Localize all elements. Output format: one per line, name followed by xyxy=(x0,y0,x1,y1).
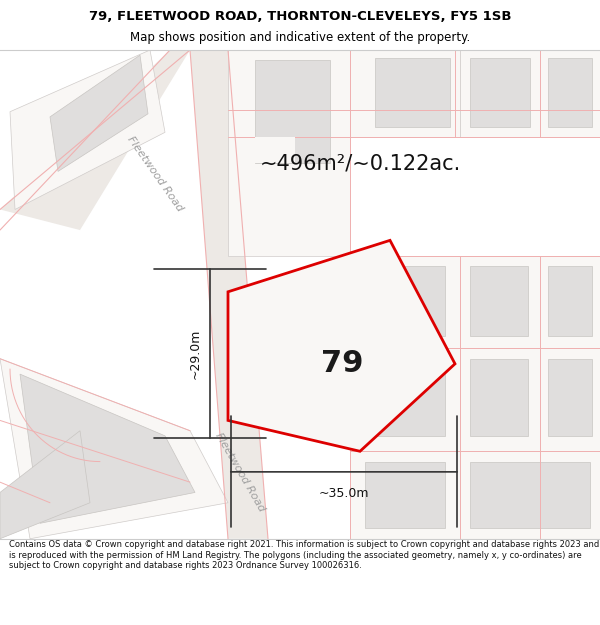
Polygon shape xyxy=(540,256,600,348)
Polygon shape xyxy=(0,431,90,539)
Polygon shape xyxy=(540,348,600,451)
Polygon shape xyxy=(228,241,455,451)
Polygon shape xyxy=(365,359,445,436)
Polygon shape xyxy=(350,256,460,348)
Polygon shape xyxy=(470,359,528,436)
Text: 79, FLEETWOOD ROAD, THORNTON-CLEVELEYS, FY5 1SB: 79, FLEETWOOD ROAD, THORNTON-CLEVELEYS, … xyxy=(89,10,511,23)
Polygon shape xyxy=(365,462,445,529)
Polygon shape xyxy=(50,55,148,171)
Text: Map shows position and indicative extent of the property.: Map shows position and indicative extent… xyxy=(130,31,470,44)
Polygon shape xyxy=(375,58,450,127)
Text: ~29.0m: ~29.0m xyxy=(189,328,202,379)
Polygon shape xyxy=(470,462,590,529)
Polygon shape xyxy=(350,451,460,539)
Polygon shape xyxy=(10,50,165,209)
Polygon shape xyxy=(255,138,295,163)
Polygon shape xyxy=(460,451,600,539)
Polygon shape xyxy=(470,266,528,336)
Polygon shape xyxy=(460,50,540,138)
Polygon shape xyxy=(255,60,330,163)
Polygon shape xyxy=(548,359,592,436)
Polygon shape xyxy=(350,50,460,138)
Polygon shape xyxy=(190,50,268,539)
Polygon shape xyxy=(0,50,190,230)
Polygon shape xyxy=(548,58,592,127)
Polygon shape xyxy=(460,348,540,451)
Text: ~496m²/~0.122ac.: ~496m²/~0.122ac. xyxy=(259,153,461,173)
Polygon shape xyxy=(350,348,460,451)
Polygon shape xyxy=(470,58,530,127)
Text: 79: 79 xyxy=(321,349,364,378)
Polygon shape xyxy=(460,256,540,348)
Polygon shape xyxy=(540,50,600,138)
Text: Fleetwood Road: Fleetwood Road xyxy=(125,134,185,213)
Polygon shape xyxy=(365,266,445,336)
Text: ~35.0m: ~35.0m xyxy=(319,488,369,500)
Polygon shape xyxy=(20,374,195,523)
Polygon shape xyxy=(228,50,350,256)
Text: Contains OS data © Crown copyright and database right 2021. This information is : Contains OS data © Crown copyright and d… xyxy=(9,541,599,570)
Text: Fleetwood Road: Fleetwood Road xyxy=(214,431,266,513)
Polygon shape xyxy=(548,266,592,336)
Polygon shape xyxy=(0,359,228,539)
